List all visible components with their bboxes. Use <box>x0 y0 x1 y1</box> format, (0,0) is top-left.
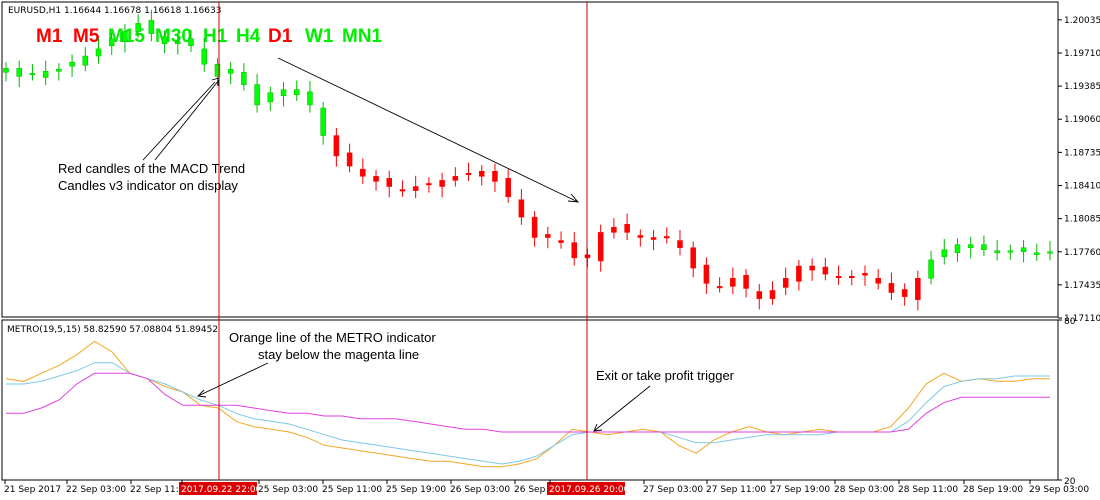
time-tick-label: 26 Sep 03:00 <box>450 485 510 495</box>
time-tick-label: 25 Sep 11:00 <box>322 485 382 495</box>
timeframe-m1[interactable]: M1 <box>36 26 63 47</box>
timeframe-mn1[interactable]: MN1 <box>342 26 383 47</box>
indicator-tick-label: 80 <box>1064 317 1076 327</box>
price-tick-label: 1.17435 <box>1064 281 1100 291</box>
time-tick-label: 27 Sep 03:00 <box>643 485 703 495</box>
time-tick-label: 27 Sep 19:00 <box>770 485 830 495</box>
timeframe-m30[interactable]: M30 <box>155 26 192 47</box>
price-tick-label: 1.18410 <box>1064 181 1100 191</box>
time-tick-label: 29 Sep 03:00 <box>1029 485 1089 495</box>
timeframe-bar[interactable]: M1M5M15M30H1H4D1W1MN1 <box>36 26 383 47</box>
time-tick-label: 28 Sep 19:00 <box>963 485 1023 495</box>
price-tick-label: 1.19060 <box>1064 115 1100 125</box>
price-tick-label: 1.18085 <box>1064 215 1100 225</box>
indicator-panel: METRO(19,5,15) 58.82590 57.08804 51.8945… <box>2 317 1076 487</box>
time-tick-label: 22 Sep 03:00 <box>66 485 126 495</box>
timeframe-w1[interactable]: W1 <box>305 26 334 47</box>
time-tick-label: 25 Sep 19:00 <box>386 485 446 495</box>
macd-annotation-line-2: Candles v3 indicator on display <box>58 178 238 193</box>
timeframe-d1[interactable]: D1 <box>268 26 293 47</box>
indicator-label: METRO(19,5,15) 58.82590 57.08804 51.8945… <box>7 325 218 335</box>
time-tick-label: 28 Sep 11:00 <box>898 485 958 495</box>
time-tick-label: 28 Sep 03:00 <box>834 485 894 495</box>
price-tick-label: 1.19710 <box>1064 49 1100 59</box>
metro-annotation-line-1: Orange line of the METRO indicator <box>229 330 436 345</box>
price-axis: 1.20035 1.19710 1.19385 1.19060 1.18735 1.184… <box>1058 16 1100 324</box>
timeframe-h4[interactable]: H4 <box>236 26 261 47</box>
timeframe-m5[interactable]: M5 <box>73 26 100 47</box>
time-tick-label: 21 Sep 2017 <box>4 485 61 495</box>
symbol-info: EURUSD,H1 1.16644 1.16678 1.16618 1.1663… <box>8 6 221 16</box>
macd-annotation-line-1: Red candles of the MACD Trend <box>58 161 245 176</box>
time-axis: 21 Sep 2017 22 Sep 03:00 22 Sep 11:002017.… <box>4 480 1089 495</box>
price-tick-label: 1.17760 <box>1064 248 1100 258</box>
exit-annotation-text: Exit or take profit trigger <box>596 368 735 383</box>
time-tick-label: 27 Sep 11:00 <box>706 485 766 495</box>
time-tick-label: 2017.09.26 20:00 <box>549 485 630 495</box>
indicator-axis: 8020 <box>1058 317 1076 487</box>
timeframe-h1[interactable]: H1 <box>203 26 228 47</box>
price-tick-label: 1.18735 <box>1064 148 1100 158</box>
price-tick-label: 1.19385 <box>1064 82 1100 92</box>
time-tick-label: 2017.09.22 22:00 <box>181 485 262 495</box>
metro-annotation-line-2: stay below the magenta line <box>258 347 419 362</box>
price-tick-label: 1.20035 <box>1064 16 1100 26</box>
time-tick-label: 25 Sep 03:00 <box>258 485 318 495</box>
